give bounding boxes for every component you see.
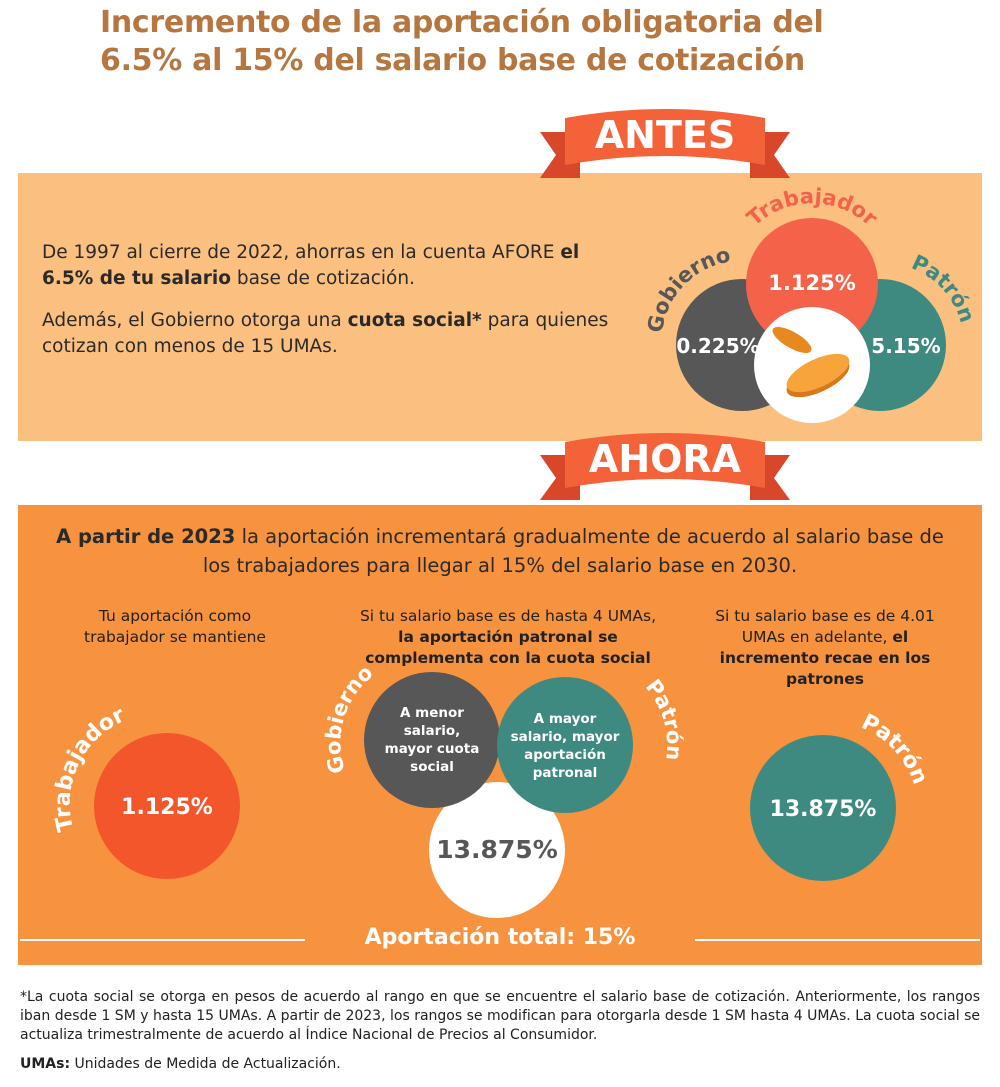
bold-text: la aportación patronal se complementa co…	[365, 628, 651, 667]
trabajador-circle	[746, 218, 878, 350]
column-text: Si tu salario base es de hasta 4 UMAs, l…	[350, 606, 666, 669]
patron-circle	[750, 735, 896, 881]
term: UMAs:	[20, 1056, 71, 1072]
text: la aportación incrementará gradualmente …	[202, 525, 944, 577]
gobierno-text: A menor salario, mayor cuota social	[384, 705, 480, 775]
gobierno-circle	[364, 672, 500, 808]
trabajador-value: 1.125%	[121, 795, 213, 820]
trabajador-circle	[94, 733, 240, 879]
text: Si tu salario base es de 4.01 UMAs en ad…	[715, 607, 935, 646]
definition: UMAs: Unidades de Medida de Actualizació…	[20, 1055, 980, 1074]
antes-ribbon	[540, 109, 790, 178]
paragraph: De 1997 al cierre de 2022, ahorras en la…	[42, 240, 632, 292]
total-circle	[429, 782, 565, 918]
column-text: Tu aportación como trabajador se mantien…	[60, 606, 290, 648]
text: para quienes cotizan con menos de 15 UMA…	[42, 310, 609, 357]
text: Tu aportación como trabajador se mantien…	[84, 607, 266, 646]
text: base de cotización.	[236, 268, 415, 289]
patron-circle	[497, 677, 633, 813]
title: Incremento de la aportación obligatoria …	[100, 4, 824, 80]
bold-text: el 6.5% de tu salario	[42, 242, 580, 289]
gobierno-value: 0.225%	[676, 334, 759, 358]
bold-text: cuota social*	[347, 310, 482, 331]
column-text: Si tu salario base es de 4.01 UMAs en ad…	[695, 606, 955, 690]
antes-banner: ANTES	[595, 113, 735, 157]
ahora-banner: AHORA	[589, 437, 742, 481]
intro: A partir de 2023 la aportación increment…	[40, 522, 960, 580]
text: Además, el Gobierno otorga una	[42, 310, 342, 331]
patron-text: A mayor salario, mayor aportación patron…	[510, 711, 620, 781]
text: De 1997 al cierre de 2022, ahorras en la…	[42, 242, 555, 263]
bold-text: el incremento recae en los patrones	[719, 628, 931, 688]
title-line: 6.5% al 15% del salario base de cotizaci…	[100, 43, 805, 78]
total-value: 13.875%	[436, 835, 558, 864]
patron-value: 13.875%	[770, 797, 877, 822]
title-line: Incremento de la aportación obligatoria …	[100, 5, 824, 40]
footnote: *La cuota social se otorga en pesos de a…	[20, 988, 980, 1084]
paragraph: Además, el Gobierno otorga una cuota soc…	[42, 308, 632, 360]
trabajador-value: 1.125%	[768, 271, 855, 295]
total: Aportación total: 15%	[364, 925, 636, 950]
coins	[772, 327, 850, 398]
bold-text: A partir de 2023	[56, 525, 236, 548]
patron-value: 5.15%	[871, 334, 940, 358]
ahora-ribbon	[540, 433, 790, 500]
text: Si tu salario base es de hasta 4 UMAs,	[359, 607, 657, 625]
antes-text: De 1997 al cierre de 2022, ahorras en la…	[42, 240, 632, 376]
note: *La cuota social se otorga en pesos de a…	[20, 989, 980, 1043]
text: Unidades de Medida de Actualización.	[74, 1056, 341, 1072]
